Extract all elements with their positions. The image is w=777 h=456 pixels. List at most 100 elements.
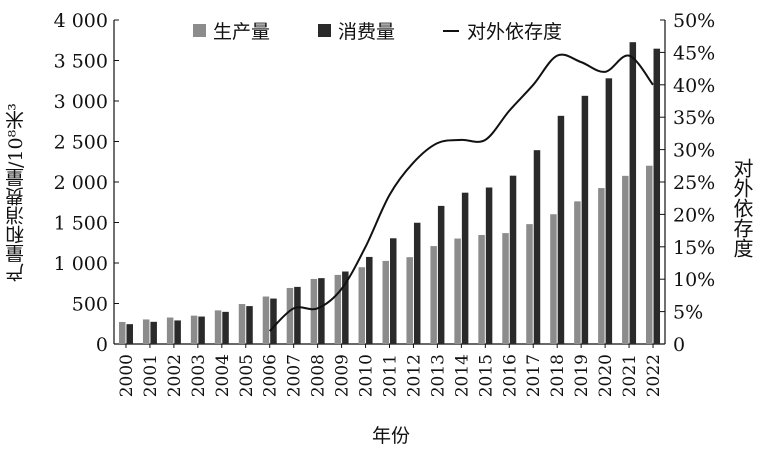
production-bar: [478, 234, 485, 344]
consumption-bar: [270, 298, 277, 344]
production-bar: [286, 287, 294, 344]
y-tick-label-left: 2 500: [54, 132, 108, 154]
bars: [118, 42, 661, 344]
production-bar: [334, 274, 342, 344]
x-tick-label: 2022: [644, 354, 664, 397]
production-bar: [574, 201, 581, 344]
x-tick-label: 2017: [524, 354, 544, 397]
production-bar: [430, 246, 437, 344]
y-tick-label-left: 4 000: [54, 10, 108, 32]
production-bar: [358, 267, 366, 344]
consumption-bar: [437, 205, 445, 344]
x-tick-label: 2014: [452, 354, 472, 397]
y-tick-label-left: 2 000: [54, 172, 108, 194]
x-tick-label: 2007: [285, 354, 305, 397]
legend-label: 消费量: [338, 21, 395, 43]
y-tick-label-right: 20%: [673, 204, 715, 226]
x-tick-label: 2008: [309, 354, 329, 397]
production-bar: [214, 310, 222, 344]
production-bar: [118, 321, 126, 344]
consumption-bar: [366, 256, 373, 344]
consumption-bar: [485, 187, 493, 344]
x-tick-label: 2018: [548, 354, 568, 397]
x-tick-label: 2004: [213, 354, 233, 397]
x-tick-label: 2016: [500, 354, 520, 397]
y-tick-label-left: 500: [72, 294, 108, 316]
consumption-bar: [533, 150, 541, 344]
consumption-bar: [174, 320, 181, 344]
x-tick-label: 2003: [189, 354, 209, 397]
y-axis-title-right: 对外依存度: [730, 158, 754, 258]
x-tick-label: 2001: [141, 354, 161, 397]
production-bar: [622, 175, 629, 344]
consumption-bar: [390, 238, 397, 344]
consumption-bar: [246, 306, 253, 344]
production-bar: [526, 224, 533, 344]
y-tick-label-right: 35%: [673, 107, 715, 129]
y-tick-label-right: 40%: [673, 75, 715, 97]
y-tick-label-left: 3 000: [54, 91, 108, 113]
y-tick-label-left: 1 500: [54, 213, 108, 235]
consumption-bar: [509, 175, 517, 344]
production-bar: [190, 315, 198, 344]
y-tick-label-right: 0: [673, 334, 685, 356]
consumption-bar: [126, 324, 133, 344]
legend-label: 生产量: [213, 21, 270, 43]
consumption-bar: [198, 316, 205, 344]
x-tick-label: 2011: [381, 354, 401, 397]
consumption-bar: [629, 42, 637, 344]
production-bar: [310, 278, 318, 344]
dependency-line-path: [269, 53, 654, 332]
x-tick-label: 2021: [620, 354, 640, 397]
y-tick-label-right: 50%: [673, 10, 715, 32]
production-bar: [142, 319, 150, 344]
y-tick-label-right: 15%: [673, 237, 715, 259]
x-tick-label: 2000: [117, 354, 137, 397]
legend: 生产量 消费量 对外依存度: [193, 21, 562, 43]
production-bar: [406, 257, 413, 344]
ticks: 0 500 1 000 1 500 2 000 2 500 3 000 3 500 4 000 0…: [54, 10, 716, 397]
y-tick-label-left: 3 500: [54, 51, 108, 73]
x-tick-label: 2002: [165, 354, 185, 397]
consumption-bar: [294, 286, 301, 344]
y-tick-label-right: 30%: [673, 140, 715, 162]
production-bar: [646, 165, 653, 344]
legend-swatch: [318, 24, 331, 37]
production-bar: [262, 296, 270, 344]
x-tick-label: 2006: [261, 354, 281, 397]
legend-label: 对外依存度: [467, 21, 562, 43]
production-bar: [502, 233, 509, 344]
y-tick-label-right: 25%: [673, 172, 715, 194]
x-tick-label: 2012: [404, 354, 424, 397]
y-tick-label-right: 45%: [673, 42, 715, 64]
production-bar: [382, 260, 389, 344]
dependency-line: [269, 53, 654, 332]
y-tick-label-left: 0: [96, 334, 108, 356]
y-tick-label-left: 1 000: [54, 253, 108, 275]
legend-swatch: [193, 24, 206, 37]
x-axis-title: 年份: [372, 425, 410, 447]
x-tick-label: 2009: [333, 354, 353, 397]
production-bar: [550, 214, 557, 344]
x-tick-label: 2020: [596, 354, 616, 397]
x-tick-label: 2019: [572, 354, 592, 397]
production-bar: [454, 238, 461, 344]
consumption-bar: [605, 78, 613, 344]
consumption-bar: [461, 192, 469, 344]
consumption-bar: [557, 115, 565, 344]
production-bar: [598, 188, 605, 344]
production-bar: [166, 317, 174, 344]
consumption-bar: [653, 48, 661, 344]
x-tick-label: 2005: [237, 354, 257, 397]
x-tick-label: 2010: [357, 354, 377, 397]
consumption-bar: [581, 95, 589, 344]
y-axis-title-left: 产量和消费量/10⁸米³: [5, 103, 27, 283]
x-tick-label: 2015: [476, 354, 496, 397]
y-tick-label-right: 5%: [673, 302, 703, 324]
consumption-bar: [342, 271, 349, 344]
consumption-bar: [150, 321, 157, 344]
consumption-bar: [318, 278, 325, 344]
production-bar: [238, 304, 246, 344]
